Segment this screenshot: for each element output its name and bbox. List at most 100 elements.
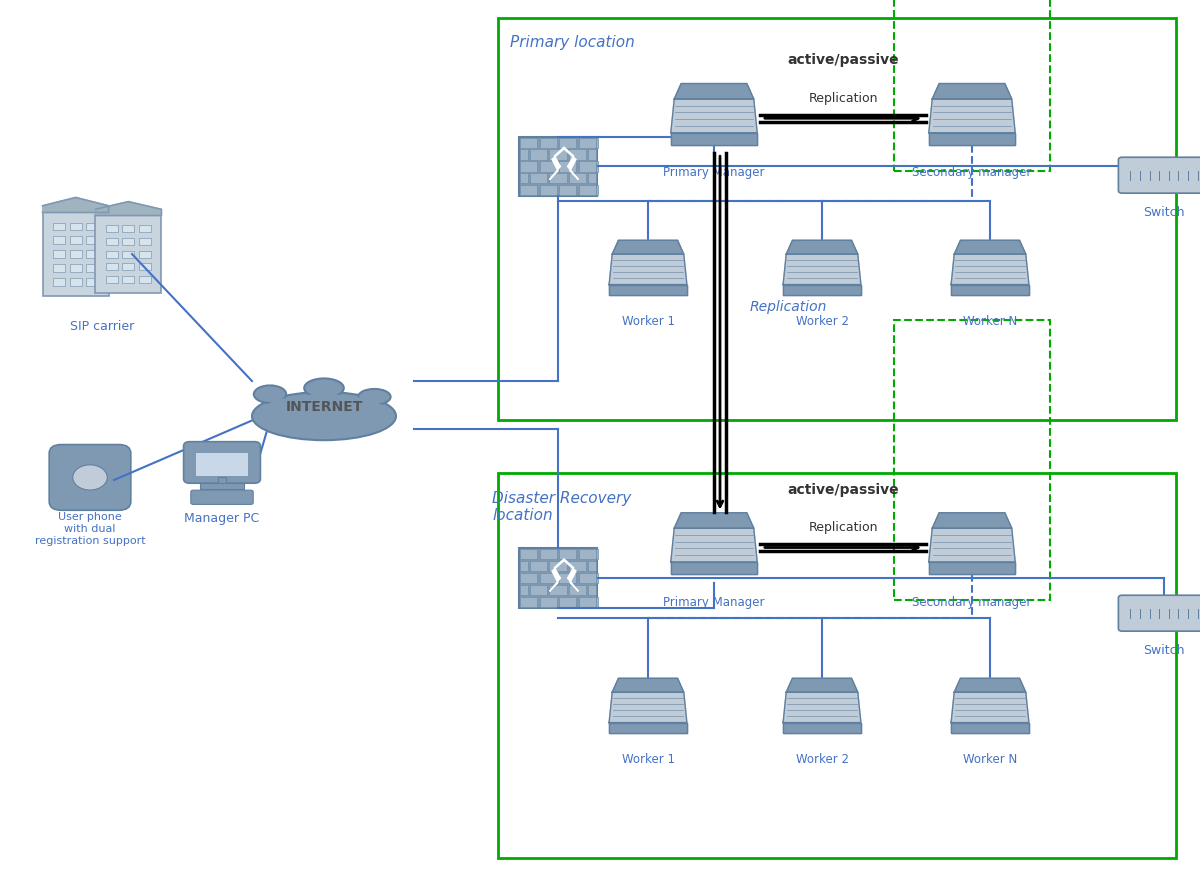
Bar xyxy=(139,225,151,232)
FancyBboxPatch shape xyxy=(1118,157,1200,193)
FancyBboxPatch shape xyxy=(1118,596,1200,631)
Polygon shape xyxy=(612,678,684,692)
Polygon shape xyxy=(954,678,1026,692)
Polygon shape xyxy=(671,99,757,132)
Polygon shape xyxy=(674,512,754,528)
Polygon shape xyxy=(43,197,108,213)
Bar xyxy=(218,477,226,483)
Text: Worker N: Worker N xyxy=(962,315,1018,328)
Bar xyxy=(596,138,599,148)
Bar xyxy=(540,597,557,607)
Text: Secondary manager: Secondary manager xyxy=(912,166,1032,180)
Bar xyxy=(70,278,82,286)
Bar xyxy=(53,265,65,272)
FancyBboxPatch shape xyxy=(520,548,598,608)
Polygon shape xyxy=(784,285,860,295)
Polygon shape xyxy=(786,678,858,692)
Bar xyxy=(498,473,1176,858)
Bar xyxy=(122,264,134,271)
Bar xyxy=(106,264,118,271)
Ellipse shape xyxy=(358,389,391,405)
Ellipse shape xyxy=(305,378,344,398)
Bar xyxy=(139,264,151,271)
Ellipse shape xyxy=(307,380,341,396)
Bar xyxy=(588,585,596,595)
Bar xyxy=(106,251,118,258)
Bar xyxy=(540,573,557,583)
Text: Disaster Recovery
location: Disaster Recovery location xyxy=(492,491,631,523)
Bar xyxy=(96,215,161,293)
Text: Secondary manager: Secondary manager xyxy=(912,596,1032,609)
Text: SIP carrier: SIP carrier xyxy=(70,320,134,333)
Polygon shape xyxy=(952,254,1028,285)
Polygon shape xyxy=(786,240,858,254)
Bar xyxy=(596,573,599,583)
Text: INTERNET: INTERNET xyxy=(286,400,362,414)
Bar xyxy=(596,185,599,195)
Text: Worker 2: Worker 2 xyxy=(796,753,848,766)
Bar xyxy=(550,585,566,595)
FancyBboxPatch shape xyxy=(520,137,598,196)
Bar xyxy=(521,573,538,583)
Polygon shape xyxy=(952,692,1028,723)
Polygon shape xyxy=(550,559,578,591)
Polygon shape xyxy=(952,285,1028,295)
Bar xyxy=(53,237,65,244)
Bar xyxy=(559,161,576,172)
Bar xyxy=(559,597,576,607)
Bar xyxy=(540,185,557,195)
Text: Worker N: Worker N xyxy=(962,753,1018,766)
FancyBboxPatch shape xyxy=(184,442,260,484)
Bar xyxy=(569,585,586,595)
Bar xyxy=(521,161,538,172)
Bar xyxy=(578,573,596,583)
Bar xyxy=(521,138,538,148)
Bar xyxy=(578,161,596,172)
Bar xyxy=(521,185,538,195)
Polygon shape xyxy=(610,723,686,733)
Polygon shape xyxy=(954,240,1026,254)
Polygon shape xyxy=(929,132,1015,145)
Polygon shape xyxy=(784,723,860,733)
Bar xyxy=(86,223,98,230)
Bar xyxy=(86,278,98,286)
Polygon shape xyxy=(612,240,684,254)
Bar xyxy=(200,483,244,489)
Bar xyxy=(530,562,547,571)
Bar xyxy=(540,161,557,172)
Polygon shape xyxy=(929,99,1015,132)
Bar xyxy=(596,549,599,560)
Bar xyxy=(569,150,586,159)
Bar xyxy=(578,185,596,195)
Polygon shape xyxy=(671,132,757,145)
Text: active/passive: active/passive xyxy=(787,483,899,497)
Bar xyxy=(122,276,134,283)
Bar xyxy=(498,18,1176,420)
Polygon shape xyxy=(784,254,860,285)
Text: Worker 1: Worker 1 xyxy=(622,753,674,766)
Bar xyxy=(894,0,1050,171)
Bar xyxy=(70,265,82,272)
Polygon shape xyxy=(550,147,578,180)
FancyBboxPatch shape xyxy=(49,445,131,510)
Bar xyxy=(86,237,98,244)
Text: Primary Manager: Primary Manager xyxy=(664,166,764,180)
Bar xyxy=(550,150,566,159)
Text: Replication: Replication xyxy=(809,92,877,105)
Polygon shape xyxy=(671,528,757,562)
Bar xyxy=(196,453,248,476)
Bar xyxy=(521,549,538,560)
Bar xyxy=(550,562,566,571)
Polygon shape xyxy=(610,285,686,295)
Bar xyxy=(559,573,576,583)
Text: Replication: Replication xyxy=(809,521,877,534)
Polygon shape xyxy=(929,562,1015,574)
Bar xyxy=(106,237,118,244)
Circle shape xyxy=(73,465,107,490)
Bar xyxy=(540,549,557,560)
Bar xyxy=(596,161,599,172)
Polygon shape xyxy=(671,562,757,574)
Text: Replication: Replication xyxy=(750,300,827,314)
Bar xyxy=(521,585,528,595)
Bar xyxy=(588,173,596,183)
